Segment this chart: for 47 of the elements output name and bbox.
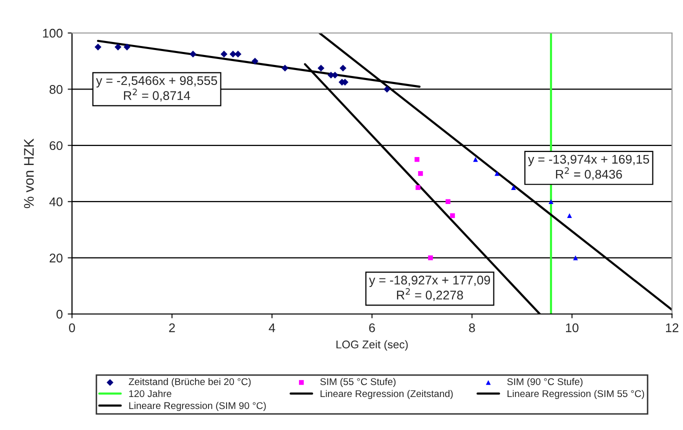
point [340,64,346,72]
point [124,44,130,50]
point [282,64,288,72]
legend-label: SIM (55 °C Stufe) [320,378,396,388]
point [384,86,390,93]
point [450,213,455,218]
legend-label: SIM (90 °C Stufe) [507,378,582,388]
point [416,185,420,190]
annotation: y = -2,5466x + 98,555 R$^{2}$ = 0,8714 [96,76,218,102]
x-tick-label: 0 [69,323,75,332]
y-axis-title: % von HZK [24,138,34,208]
point [428,255,433,260]
point [494,171,500,176]
point [446,199,450,204]
point [114,44,122,50]
point [511,185,516,190]
y-tick-label: 0 [56,310,62,319]
legend-label: Lineare Regression (SIM 55 °C) [508,390,644,400]
legend-label: Lineare Regression (SIM 90 °C) [129,402,266,411]
annotation: y = -13,974x + 169,15 R$^{2}$ = 0,8436 [528,154,650,180]
legend-label: 120 Jahre [129,390,172,398]
point [567,213,572,218]
x-tick-label: 2 [169,323,175,332]
point [548,199,554,204]
point [190,50,196,58]
point [220,50,228,58]
point [414,157,420,162]
point [318,64,324,72]
point [94,44,102,50]
y-tick-label: 80 [50,85,62,94]
annotation: y = -18,927x + 177,09 R$^{2}$ = 0,2278 [369,276,490,301]
point [234,50,242,58]
y-tick-label: 100 [43,28,62,38]
y-tick-label: 60 [50,141,62,150]
x-tick-label: 6 [369,323,375,332]
x-axis-title: LOG Zeit (sec) [336,340,408,351]
point [252,58,258,64]
x-tick-label: 12 [666,323,678,332]
x-tick-label: 8 [469,323,475,332]
x-tick-label: 10 [566,323,578,332]
point [418,171,423,176]
legend-label: Lineare Regression (Zeitstand) [320,390,453,400]
point [473,157,478,162]
y-tick-label: 40 [49,197,62,206]
legend-label: Zeitstand (Brüche bei 20 °C) [128,378,251,388]
x-tick-label: 4 [268,323,276,332]
y-tick-label: 20 [50,254,62,262]
